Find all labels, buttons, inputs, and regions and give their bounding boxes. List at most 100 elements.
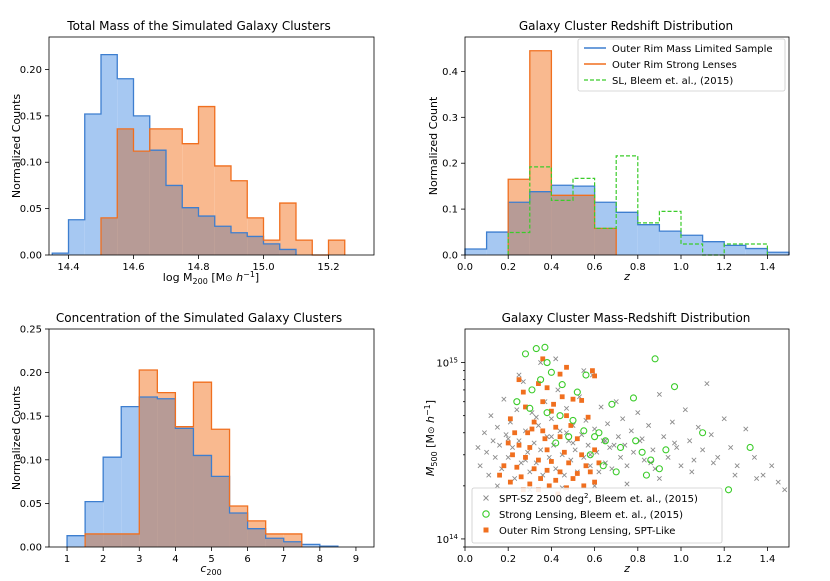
overlap-bar bbox=[157, 398, 176, 547]
orange-bar bbox=[279, 203, 296, 255]
mass-title: Total Mass of the Simulated Galaxy Clust… bbox=[66, 19, 330, 33]
x-tick-label: 1.0 bbox=[673, 554, 689, 565]
spt-sz-point bbox=[557, 428, 563, 434]
spt-sz-point bbox=[710, 460, 716, 466]
overlap-bar bbox=[594, 228, 617, 255]
outer-rim-point bbox=[566, 460, 572, 466]
x-tick-label: 5 bbox=[208, 554, 214, 565]
redshift-x-label: z bbox=[623, 270, 630, 283]
spt-sz-point bbox=[486, 472, 492, 478]
outer-rim-point bbox=[516, 442, 522, 448]
redshift-legend-box bbox=[577, 38, 786, 92]
y-tick-label: 1015 bbox=[436, 357, 458, 370]
spt-sz-point bbox=[678, 463, 684, 469]
x-tick-label: 15.2 bbox=[317, 262, 339, 273]
spt-sz-point bbox=[656, 476, 662, 482]
strong-lensing-point bbox=[655, 465, 663, 473]
outer-rim-point bbox=[553, 424, 559, 430]
strong-lensing-point bbox=[591, 433, 599, 441]
x-tick-label: 0.8 bbox=[630, 262, 646, 273]
blue-step-outline bbox=[66, 396, 339, 547]
spt-sz-point bbox=[646, 422, 652, 428]
x-tick-label: 6 bbox=[244, 554, 250, 565]
spt-sz-point bbox=[531, 440, 537, 446]
overlap-bar bbox=[193, 455, 212, 547]
outer-rim-point bbox=[507, 416, 513, 422]
spt-sz-point bbox=[494, 424, 500, 430]
spt-sz-point bbox=[620, 416, 626, 422]
spt-sz-point bbox=[516, 438, 522, 444]
overlap-bar bbox=[283, 541, 302, 547]
scatter-y-label: M500 [M⊙ h−1] bbox=[423, 400, 439, 476]
overlap-bar bbox=[85, 533, 104, 547]
blue-bar bbox=[486, 232, 509, 255]
spt-sz-point bbox=[535, 422, 541, 428]
spt-sz-point bbox=[516, 372, 522, 378]
outer-rim-point bbox=[531, 419, 537, 425]
spt-sz-point bbox=[512, 476, 518, 482]
spt-sz-point bbox=[587, 463, 593, 469]
spt-sz-point bbox=[555, 387, 561, 393]
outer-rim-point bbox=[544, 447, 550, 453]
spt-sz-point bbox=[572, 447, 578, 453]
spt-sz-point bbox=[689, 469, 695, 475]
legend-label-outer-rim: Outer Rim Strong Lensing, SPT-Like bbox=[499, 526, 675, 537]
mass-x-ticks: 14.4 14.6 14.8 15.0 15.2 bbox=[57, 255, 340, 273]
strong-lensing-point bbox=[651, 355, 659, 363]
panel-redshift: Galaxy Cluster Redshift Distribution 0.0… bbox=[427, 19, 790, 283]
spt-sz-point bbox=[751, 454, 757, 460]
outer-rim-point bbox=[579, 398, 585, 403]
spt-sz-point bbox=[520, 379, 526, 385]
spt-sz-point bbox=[525, 449, 531, 455]
legend-marker-strong-lensing bbox=[482, 510, 490, 518]
redshift-legend: Outer Rim Mass Limited Sample Outer Rim … bbox=[577, 38, 786, 92]
strong-lensing-point bbox=[513, 398, 521, 406]
spt-sz-point bbox=[553, 356, 559, 362]
x-tick-label: 9 bbox=[353, 554, 359, 565]
spt-sz-point bbox=[682, 407, 688, 413]
spt-sz-point bbox=[488, 413, 494, 419]
spt-sz-point bbox=[585, 442, 591, 448]
panel-mass: Total Mass of the Simulated Galaxy Clust… bbox=[10, 19, 375, 286]
conc-x-ticks: 1 2 3 4 5 6 7 8 9 bbox=[64, 547, 359, 565]
overlap-bar bbox=[263, 243, 280, 255]
blue-bar bbox=[659, 231, 681, 255]
overlap-bar bbox=[175, 428, 194, 547]
blue-bar bbox=[103, 457, 122, 547]
outer-rim-point bbox=[568, 423, 574, 428]
spt-sz-point bbox=[492, 454, 498, 460]
spt-sz-point bbox=[769, 463, 775, 469]
legend-label-mass-limited: Outer Rim Mass Limited Sample bbox=[612, 44, 773, 55]
overlap-bar bbox=[149, 150, 166, 255]
outer-rim-point bbox=[553, 477, 559, 483]
spt-sz-point bbox=[615, 434, 621, 440]
overlap-bar bbox=[279, 249, 296, 255]
spt-sz-point bbox=[481, 430, 487, 436]
scatter-legend-box bbox=[471, 487, 723, 544]
scatter-y-ticks: 1014 1015 bbox=[436, 357, 465, 548]
spt-sz-point bbox=[505, 454, 511, 460]
strong-lensing-point bbox=[647, 456, 655, 464]
spt-sz-point bbox=[505, 436, 511, 442]
strong-lensing-point bbox=[537, 376, 545, 384]
conc-y-label: Normalized Counts bbox=[10, 386, 23, 491]
spt-sz-point bbox=[695, 424, 701, 430]
spt-sz-point bbox=[602, 438, 608, 444]
spt-sz-point bbox=[624, 481, 630, 487]
outer-rim-point bbox=[542, 436, 548, 442]
spt-sz-point bbox=[754, 476, 760, 482]
spt-sz-point bbox=[518, 460, 524, 466]
spt-sz-point bbox=[484, 449, 490, 455]
outer-rim-point bbox=[557, 469, 563, 475]
redshift-x-ticks: 0.0 0.2 0.4 0.6 0.8 1.0 1.2 1.4 bbox=[457, 255, 775, 273]
spt-sz-point bbox=[596, 469, 602, 475]
x-tick-label: 8 bbox=[317, 554, 323, 565]
orange-bar bbox=[296, 240, 313, 255]
x-tick-label: 7 bbox=[281, 554, 287, 565]
outer-rim-point bbox=[587, 469, 593, 475]
mass-axes-frame bbox=[48, 36, 375, 256]
legend-square bbox=[483, 527, 489, 533]
redshift-histograms bbox=[464, 50, 790, 256]
spt-sz-point bbox=[490, 438, 496, 444]
